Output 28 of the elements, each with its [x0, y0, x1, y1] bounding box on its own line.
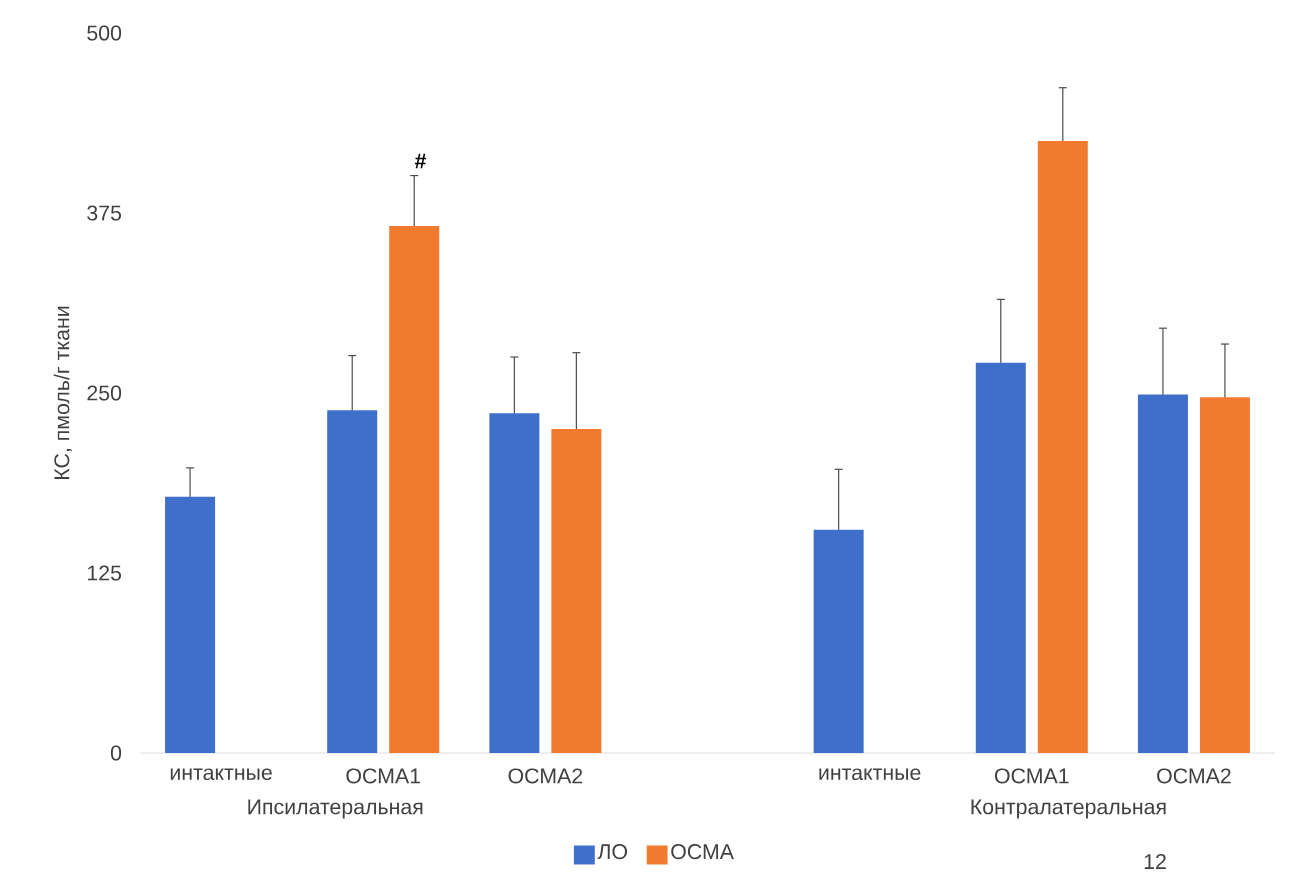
legend-label: ОСМА	[671, 844, 734, 860]
x-tick-label: ОСМА2	[1157, 768, 1231, 784]
y-tick-label: 500	[87, 25, 122, 41]
y-tick-label: 250	[87, 385, 122, 401]
bar	[1199, 397, 1250, 753]
x-tick-label: интактные	[819, 768, 921, 781]
y-tick-label: 125	[88, 565, 122, 581]
bar	[551, 429, 602, 753]
x-tick-label: ОСМА1	[994, 768, 1069, 784]
y-axis-title: КС, пмоль/г ткани	[53, 306, 72, 479]
y-tick-label: 0	[110, 745, 122, 761]
text: 12	[1144, 854, 1166, 869]
bar	[1037, 141, 1088, 753]
bar	[327, 410, 378, 753]
x-tick-label: интактные	[170, 768, 272, 781]
bar	[813, 529, 864, 753]
text: Ипсилатеральная	[248, 799, 423, 819]
bar	[489, 413, 540, 753]
legend-label: ЛО	[597, 844, 628, 860]
x-tick-label: ОСМА2	[508, 768, 583, 784]
annotation: #	[414, 153, 427, 169]
bar	[1137, 394, 1188, 753]
y-tick-label: 375	[87, 205, 122, 221]
bar	[165, 496, 216, 753]
text: Контралатеральная	[971, 799, 1166, 819]
bar	[975, 362, 1026, 753]
bar	[389, 225, 440, 753]
x-tick-label: ОСМА1	[346, 768, 420, 784]
